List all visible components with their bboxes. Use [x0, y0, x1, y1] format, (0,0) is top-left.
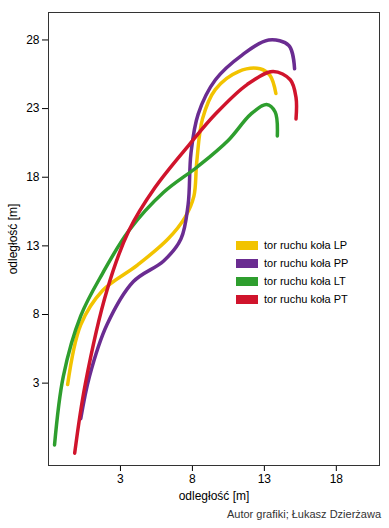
- svg-text:28: 28: [26, 33, 40, 47]
- html-text:tor ruchu koła LP: tor ruchu koła LP: [264, 239, 348, 251]
- html-text:Autor grafiki; Łukasz Dzierżaw: Autor grafiki; Łukasz Dzierżawa: [226, 508, 381, 520]
- svg-text:odległość [m]: odległość [m]: [179, 489, 250, 503]
- svg-text:odległość [m]: odległość [m]: [6, 204, 20, 275]
- svg-text:13: 13: [26, 239, 40, 253]
- html-text:tor ruchu koła LT: tor ruchu koła LT: [264, 275, 346, 287]
- svg-text:3: 3: [117, 472, 124, 486]
- svg-text:3: 3: [33, 376, 40, 390]
- svg-text:8: 8: [33, 307, 40, 321]
- svg-text:23: 23: [26, 101, 40, 115]
- svg-text:18: 18: [26, 170, 40, 184]
- html-text:tor ruchu koła PT: tor ruchu koła PT: [264, 293, 348, 305]
- svg-text:13: 13: [258, 472, 272, 486]
- html-text:tor ruchu koła PP: tor ruchu koła PP: [264, 257, 349, 269]
- svg-text:8: 8: [189, 472, 196, 486]
- svg-text:18: 18: [330, 472, 344, 486]
